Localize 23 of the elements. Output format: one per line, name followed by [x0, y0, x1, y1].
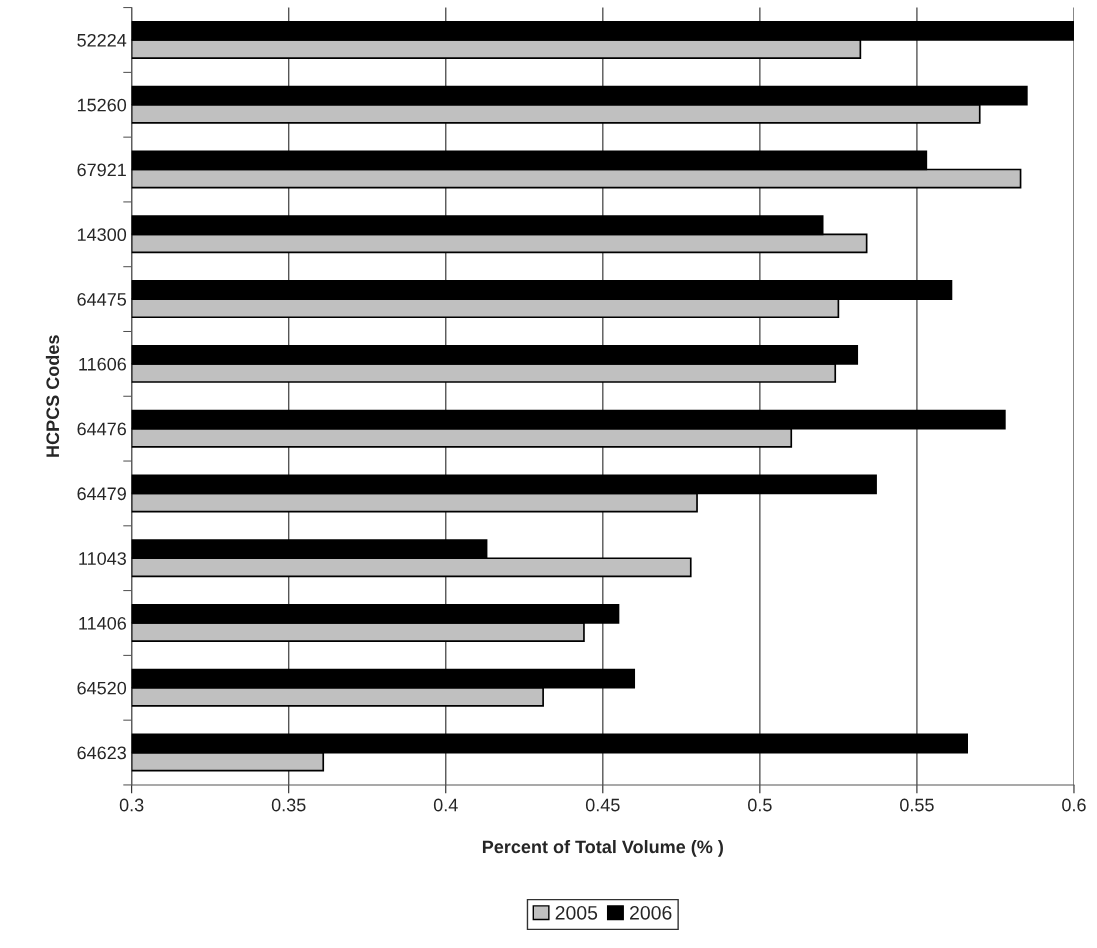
y-axis-title: HCPCS Codes	[45, 335, 60, 457]
x-tick-label: 0.3	[119, 798, 144, 812]
x-tick-label: 0.55	[900, 798, 934, 812]
y-tick-label: 11043	[79, 552, 126, 565]
y-tick-label: 64475	[77, 293, 127, 306]
x-tick-label: 0.5	[748, 798, 772, 812]
y-tick-label: 52224	[77, 33, 127, 47]
x-tick-label: 0.35	[271, 798, 306, 812]
legend-label: 2006	[630, 905, 672, 920]
y-tick-label: 64520	[77, 681, 127, 695]
y-tick-label: 11406	[79, 616, 126, 630]
y-tick-label: 67921	[77, 163, 126, 177]
y-tick-label: 15260	[77, 98, 127, 112]
x-tick-label: 0.4	[433, 798, 458, 812]
y-tick-label: 14300	[77, 228, 127, 242]
legend-label: 2005	[555, 905, 598, 920]
x-tick-label: 0.6	[1062, 798, 1086, 812]
x-axis-title: Percent of Total Volume (% )	[482, 839, 723, 857]
x-tick-label: 0.45	[585, 798, 620, 812]
y-tick-label: 64476	[77, 422, 126, 436]
y-tick-label: 64479	[77, 487, 126, 501]
y-tick-label: 11606	[79, 357, 126, 371]
y-tick-label: 64623	[77, 746, 126, 760]
